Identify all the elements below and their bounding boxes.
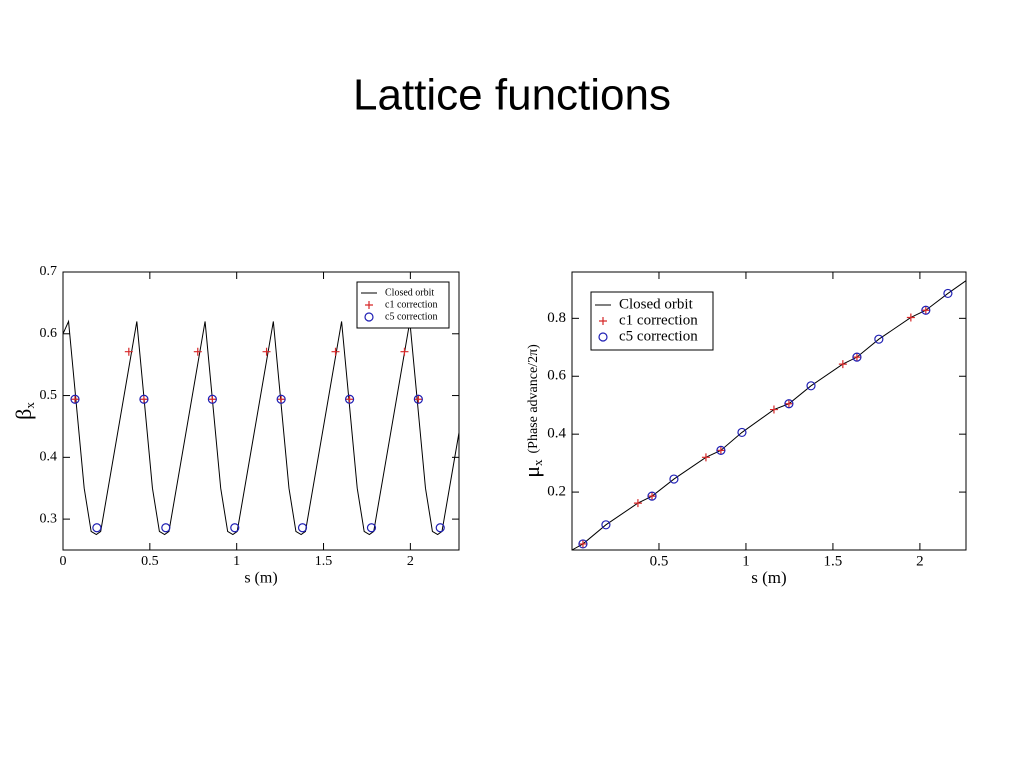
legend-label: c5 correction (385, 311, 437, 322)
circle-marker (344, 394, 355, 404)
plus-marker (599, 317, 607, 325)
y-tick-label: 0.6 (40, 326, 58, 341)
legend-box (590, 291, 714, 351)
plus-marker (716, 446, 725, 455)
plus-marker (193, 347, 202, 356)
x-tick-label: 1 (233, 554, 240, 569)
plus-marker (400, 347, 409, 356)
plus-marker (648, 492, 657, 501)
plus-marker (921, 306, 930, 315)
legend-label: c5 correction (619, 328, 698, 344)
plus-marker (139, 395, 148, 404)
x-tick-label: 1 (742, 553, 750, 569)
y-tick-label: 0.2 (547, 484, 566, 500)
x-tick-label: 1.5 (315, 554, 333, 569)
plus-marker (633, 499, 642, 508)
plus-marker (852, 353, 861, 362)
y-axis-label: μx (Phase advance/2π) (519, 344, 545, 478)
circle-marker (364, 312, 374, 322)
plot: 0 0.5 1 1.5 2 0.3 0.4 0.5 0.6 0.7 s (m) βx Closed or… (11, 264, 460, 587)
plus-marker (208, 395, 217, 404)
y-axis-symbol: β (11, 409, 36, 420)
circle-marker (435, 523, 445, 533)
circle-marker (806, 381, 816, 391)
plus-marker (365, 301, 373, 309)
circle-marker (207, 394, 217, 404)
x-axis-label: s (m) (751, 568, 786, 587)
circle-marker (784, 399, 794, 409)
plus-marker (70, 395, 79, 404)
plus-marker (345, 395, 354, 404)
plus-marker (262, 347, 271, 356)
circle-marker (92, 523, 102, 533)
y-tick-label: 0.4 (547, 426, 566, 442)
plus-marker (838, 360, 847, 369)
plus-marker (701, 453, 710, 462)
y-axis-subscript: x (22, 402, 37, 409)
circle-marker (139, 394, 149, 404)
circle-marker (943, 288, 953, 299)
y-tick-label: 0.7 (40, 264, 58, 279)
circle-marker (230, 523, 240, 533)
circle-marker (647, 491, 657, 501)
x-tick-label: 0.5 (141, 554, 159, 569)
plus-marker (769, 405, 778, 414)
circle-marker (276, 394, 286, 404)
x-tick-label: 1.5 (824, 553, 843, 569)
legend-label: c1 correction (385, 299, 437, 310)
legend-label: Closed orbit (385, 287, 434, 298)
y-axis-symbol: μ (519, 466, 544, 478)
circle-marker (598, 332, 608, 342)
plus-marker (124, 347, 133, 356)
circle-marker (70, 394, 80, 404)
circle-marker (852, 352, 862, 362)
y-axis-text: (Phase advance/2π) (526, 344, 541, 454)
plus-marker (277, 395, 286, 404)
circle-marker (366, 523, 377, 533)
legend-label: c1 correction (619, 312, 698, 328)
circle-marker (297, 523, 308, 533)
plus-marker (906, 313, 915, 322)
plot-frame (571, 271, 967, 551)
x-axis-label: s (m) (244, 570, 277, 587)
y-tick-label: 0.3 (40, 511, 58, 526)
y-tick-label: 0.4 (40, 450, 58, 465)
x-tick-label: 0.5 (650, 553, 669, 569)
circle-marker (669, 474, 679, 484)
legend-label: Closed orbit (619, 296, 694, 312)
series-line (62, 319, 460, 536)
plus-marker (414, 395, 423, 404)
x-tick-label: 2 (407, 554, 414, 569)
y-axis-label: βx (11, 402, 37, 420)
plot-frame (62, 271, 460, 551)
circle-marker (716, 445, 726, 455)
circle-marker (874, 334, 884, 344)
slide-title: Lattice functions (353, 71, 671, 120)
y-tick-label: 0.5 (40, 388, 58, 403)
circle-marker (737, 427, 747, 438)
y-axis-subscript: x (530, 459, 545, 466)
circle-marker (413, 394, 423, 404)
plus-marker (578, 539, 587, 548)
circle-marker (921, 305, 931, 315)
circle-marker (578, 539, 588, 549)
x-tick-label: 0 (60, 554, 67, 569)
circle-marker (601, 520, 611, 530)
circle-marker (161, 523, 171, 533)
y-tick-label: 0.8 (547, 310, 566, 326)
y-tick-label: 0.6 (547, 368, 566, 384)
plot: 0.5 1 1.5 2 0.2 0.4 0.6 0.8 s (m) μx (Phase advanc… (519, 271, 967, 587)
plus-marker (331, 347, 340, 356)
x-tick-label: 2 (916, 553, 924, 569)
plus-marker (784, 399, 793, 408)
